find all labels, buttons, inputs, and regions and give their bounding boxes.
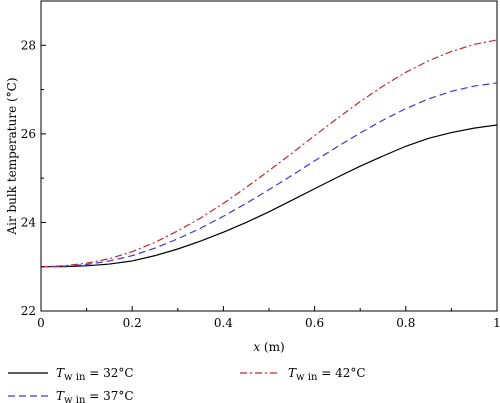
x-tick-label: 0.8 [396,316,415,330]
legend-subscript: w in [64,372,86,383]
plot-area: 0 0.2 0.4 0.6 0.8 1 22 24 26 28 [21,0,500,330]
legend-label-2: Tw in = 37°C [56,389,134,403]
legend-subscript: w in [64,395,86,403]
legend-label-3: Tw in = 42°C [288,366,366,383]
y-tick-label: 22 [21,304,36,318]
x-tick-label: 0.6 [305,316,324,330]
legend-value: = 32°C [85,366,133,380]
x-tick-label: 0.2 [123,316,142,330]
legend-value: = 37°C [85,389,133,403]
y-axis-label: Air bulk temperature (°C) [5,77,19,235]
legend-label-1: Tw in = 32°C [56,366,134,383]
x-tick-label: 0 [37,316,45,330]
legend-variable: T [288,366,297,380]
series-line-1 [41,124,498,268]
y-tick-label: 28 [21,38,36,52]
x-tick-label: 0.4 [214,316,233,330]
legend-variable: T [56,366,65,380]
x-axis-variable: x [253,340,260,354]
legend-value: = 42°C [317,366,365,380]
series-layer [40,39,498,268]
x-axis-ticks: 0 0.2 0.4 0.6 0.8 1 [37,306,500,330]
legend-subscript: w in [296,372,318,383]
y-axis-ticks: 22 24 26 28 [21,38,46,318]
series-line-3 [40,39,498,268]
legend: Tw in = 32°CTw in = 37°CTw in = 42°C [8,366,366,403]
y-tick-label: 26 [21,127,36,141]
x-axis-label: x (m) [253,340,284,354]
x-axis-unit: (m) [260,340,285,354]
y-tick-label: 24 [21,215,37,229]
legend-variable: T [56,389,65,403]
x-tick-label: 1 [493,316,500,330]
series-line-2 [40,82,498,268]
